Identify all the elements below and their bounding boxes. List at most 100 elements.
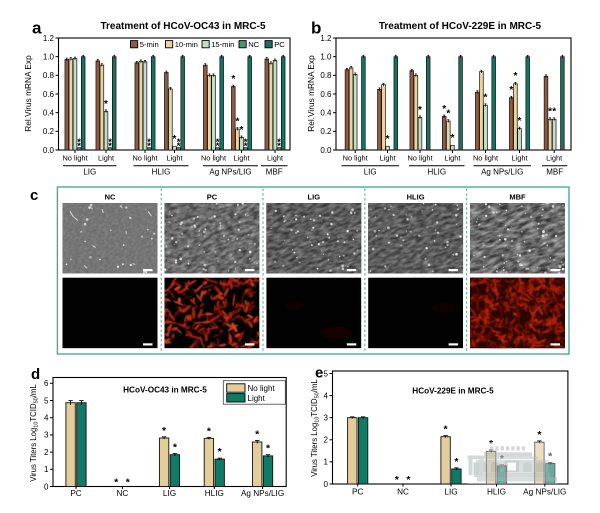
svg-text:15-min: 15-min bbox=[211, 40, 234, 49]
svg-text:No light: No light bbox=[473, 154, 498, 163]
svg-text:2: 2 bbox=[324, 436, 329, 445]
svg-text:1.0: 1.0 bbox=[320, 53, 332, 62]
svg-text:*: * bbox=[207, 425, 212, 437]
svg-text:*: * bbox=[126, 477, 131, 489]
svg-text:*: * bbox=[218, 446, 223, 458]
svg-text:c: c bbox=[30, 187, 38, 204]
svg-text:*: * bbox=[406, 474, 411, 486]
svg-text:No light: No light bbox=[62, 154, 87, 163]
svg-text:0: 0 bbox=[324, 480, 329, 489]
svg-text:Ag NPs/LIG: Ag NPs/LIG bbox=[523, 488, 566, 497]
svg-text:*: * bbox=[277, 141, 281, 152]
svg-text:*: * bbox=[244, 137, 248, 148]
svg-text:HLIG: HLIG bbox=[205, 489, 224, 498]
svg-text:PC: PC bbox=[352, 488, 363, 497]
svg-text:4: 4 bbox=[44, 414, 49, 423]
svg-text:*: * bbox=[216, 141, 220, 152]
svg-text:3: 3 bbox=[44, 431, 49, 440]
svg-text:Light: Light bbox=[511, 154, 527, 163]
svg-text:No light: No light bbox=[201, 154, 226, 163]
svg-text:5-min: 5-min bbox=[140, 40, 159, 49]
svg-text:Light: Light bbox=[546, 154, 562, 163]
svg-text:HLIG: HLIG bbox=[407, 193, 425, 202]
svg-text:*: * bbox=[548, 107, 552, 118]
svg-text:Rel.Virus mRNA Exp: Rel.Virus mRNA Exp bbox=[306, 55, 316, 132]
svg-text:0.0: 0.0 bbox=[320, 146, 332, 155]
svg-text:NC: NC bbox=[116, 489, 128, 498]
svg-text:*: * bbox=[147, 137, 151, 148]
svg-text:*: * bbox=[484, 93, 488, 104]
svg-text:6: 6 bbox=[44, 379, 49, 388]
svg-text:*: * bbox=[108, 141, 112, 152]
svg-text:Light: Light bbox=[444, 154, 460, 163]
svg-text:0.4: 0.4 bbox=[43, 109, 55, 118]
svg-text:b: b bbox=[311, 19, 321, 38]
svg-text:*: * bbox=[518, 116, 522, 127]
svg-text:*: * bbox=[395, 474, 400, 486]
svg-text:4: 4 bbox=[324, 391, 329, 400]
svg-text:*: * bbox=[255, 428, 260, 440]
svg-text:*: * bbox=[277, 137, 281, 148]
svg-text:*: * bbox=[489, 438, 494, 450]
svg-text:*: * bbox=[177, 137, 181, 148]
svg-text:0.4: 0.4 bbox=[320, 109, 332, 118]
svg-text:PC: PC bbox=[207, 193, 218, 202]
svg-text:Light: Light bbox=[233, 154, 249, 163]
svg-text:NC: NC bbox=[248, 40, 259, 49]
svg-text:*: * bbox=[537, 429, 542, 441]
svg-text:MBF: MBF bbox=[546, 168, 563, 177]
svg-text:No light: No light bbox=[132, 154, 157, 163]
svg-text:*: * bbox=[454, 456, 459, 468]
svg-text:PC: PC bbox=[70, 489, 81, 498]
svg-text:0.6: 0.6 bbox=[320, 90, 332, 99]
svg-text:3: 3 bbox=[324, 414, 329, 423]
svg-text:10-min: 10-min bbox=[175, 40, 198, 49]
svg-text:Treatment of HCoV-OC43 in MRC-: Treatment of HCoV-OC43 in MRC-5 bbox=[100, 21, 265, 32]
svg-text:d: d bbox=[31, 366, 40, 383]
svg-text:a: a bbox=[32, 19, 42, 38]
svg-text:Treatment of HCoV-229E in MRC-: Treatment of HCoV-229E in MRC-5 bbox=[379, 21, 542, 32]
svg-text:1: 1 bbox=[44, 465, 49, 474]
svg-text:*: * bbox=[266, 443, 271, 455]
svg-text:HLIG: HLIG bbox=[152, 168, 171, 177]
svg-text:*: * bbox=[104, 99, 108, 110]
svg-text:*: * bbox=[240, 125, 244, 136]
svg-text:*: * bbox=[216, 137, 220, 148]
svg-text:Light: Light bbox=[166, 154, 182, 163]
svg-text:HLIG: HLIG bbox=[427, 168, 446, 177]
svg-text:*: * bbox=[77, 141, 81, 152]
svg-text:Virus Titers Log10TCID50/mL: Virus Titers Log10TCID50/mL bbox=[29, 384, 40, 482]
svg-text:Ag NPs/LIG: Ag NPs/LIG bbox=[209, 168, 251, 177]
svg-text:1.0: 1.0 bbox=[43, 53, 55, 62]
svg-text:Light: Light bbox=[98, 154, 114, 163]
svg-text:*: * bbox=[386, 134, 390, 145]
svg-text:0.0: 0.0 bbox=[43, 146, 55, 155]
svg-text:LIG: LIG bbox=[163, 489, 176, 498]
svg-text:0.8: 0.8 bbox=[320, 71, 332, 80]
svg-text:0.6: 0.6 bbox=[43, 90, 55, 99]
svg-text:MBF: MBF bbox=[509, 193, 526, 202]
svg-text:1: 1 bbox=[324, 458, 329, 467]
svg-text:0.8: 0.8 bbox=[43, 71, 55, 80]
svg-text:*: * bbox=[173, 442, 178, 454]
svg-text:*: * bbox=[147, 141, 151, 152]
svg-text:*: * bbox=[77, 137, 81, 148]
svg-text:Light: Light bbox=[267, 154, 283, 163]
svg-text:*: * bbox=[446, 109, 450, 120]
svg-text:HCoV-229E in MRC-5: HCoV-229E in MRC-5 bbox=[412, 387, 494, 396]
svg-text:HLIG: HLIG bbox=[487, 488, 506, 497]
svg-text:2: 2 bbox=[44, 448, 49, 457]
svg-text:5: 5 bbox=[324, 369, 329, 378]
svg-text:5: 5 bbox=[44, 396, 49, 405]
svg-text:*: * bbox=[444, 424, 449, 436]
svg-text:1.2: 1.2 bbox=[43, 34, 55, 43]
svg-text:No light: No light bbox=[407, 154, 432, 163]
svg-text:*: * bbox=[235, 117, 239, 128]
svg-text:*: * bbox=[177, 141, 181, 152]
svg-text:*: * bbox=[114, 477, 119, 489]
svg-text:Light: Light bbox=[380, 154, 396, 163]
svg-text:PC: PC bbox=[274, 40, 285, 49]
svg-text:No light: No light bbox=[343, 154, 368, 163]
svg-text:HCoV-OC43 in MRC-5: HCoV-OC43 in MRC-5 bbox=[123, 385, 207, 394]
svg-text:*: * bbox=[244, 141, 248, 152]
